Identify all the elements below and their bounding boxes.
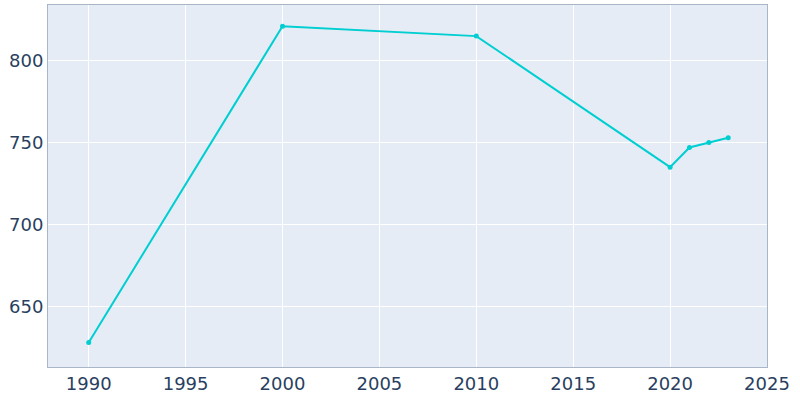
svg-text:750: 750 xyxy=(9,132,43,153)
svg-text:800: 800 xyxy=(9,50,43,71)
svg-text:2020: 2020 xyxy=(647,373,693,394)
svg-text:2010: 2010 xyxy=(453,373,499,394)
svg-text:1995: 1995 xyxy=(163,373,209,394)
svg-text:1990: 1990 xyxy=(66,373,112,394)
svg-text:650: 650 xyxy=(9,296,43,317)
svg-text:700: 700 xyxy=(9,214,43,235)
svg-text:2025: 2025 xyxy=(744,373,790,394)
svg-text:2015: 2015 xyxy=(550,373,596,394)
svg-text:2005: 2005 xyxy=(356,373,402,394)
svg-text:2000: 2000 xyxy=(260,373,306,394)
